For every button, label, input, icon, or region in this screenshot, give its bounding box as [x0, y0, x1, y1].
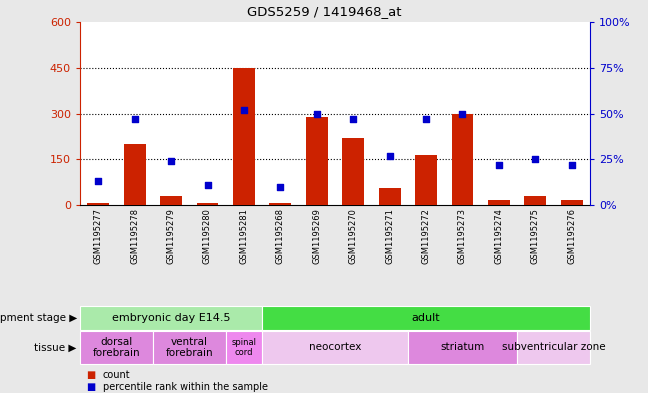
- Text: tissue ▶: tissue ▶: [34, 343, 76, 353]
- Bar: [415, 155, 437, 205]
- Text: adult: adult: [411, 313, 441, 323]
- Bar: [196, 202, 218, 205]
- Point: [166, 158, 176, 164]
- Bar: [524, 196, 546, 205]
- Text: development stage ▶: development stage ▶: [0, 313, 76, 323]
- Point: [130, 116, 140, 122]
- Point: [348, 116, 358, 122]
- Point: [384, 152, 395, 159]
- Point: [566, 162, 577, 168]
- Bar: [342, 138, 364, 205]
- Text: subventricular zone: subventricular zone: [502, 343, 605, 353]
- Bar: [306, 117, 328, 205]
- Point: [238, 107, 249, 113]
- Bar: [124, 144, 146, 205]
- Point: [202, 182, 213, 188]
- Bar: [378, 188, 400, 205]
- Text: percentile rank within the sample: percentile rank within the sample: [102, 382, 268, 392]
- Point: [93, 178, 104, 184]
- Bar: [87, 202, 109, 205]
- Point: [457, 110, 468, 117]
- Point: [275, 184, 286, 190]
- Point: [421, 116, 432, 122]
- Text: embryonic day E14.5: embryonic day E14.5: [112, 313, 230, 323]
- Text: ■: ■: [86, 382, 96, 392]
- Point: [530, 156, 540, 162]
- Text: dorsal
forebrain: dorsal forebrain: [93, 337, 140, 358]
- Point: [312, 110, 322, 117]
- Text: count: count: [102, 370, 130, 380]
- Text: GDS5259 / 1419468_at: GDS5259 / 1419468_at: [247, 5, 401, 18]
- Bar: [488, 200, 510, 205]
- Bar: [160, 196, 182, 205]
- Text: ■: ■: [86, 370, 96, 380]
- Bar: [270, 202, 292, 205]
- Text: striatum: striatum: [441, 343, 485, 353]
- Bar: [452, 114, 474, 205]
- Text: ventral
forebrain: ventral forebrain: [165, 337, 213, 358]
- Text: spinal
cord: spinal cord: [231, 338, 257, 357]
- Bar: [233, 68, 255, 205]
- Text: neocortex: neocortex: [309, 343, 361, 353]
- Bar: [561, 200, 583, 205]
- Point: [494, 162, 504, 168]
